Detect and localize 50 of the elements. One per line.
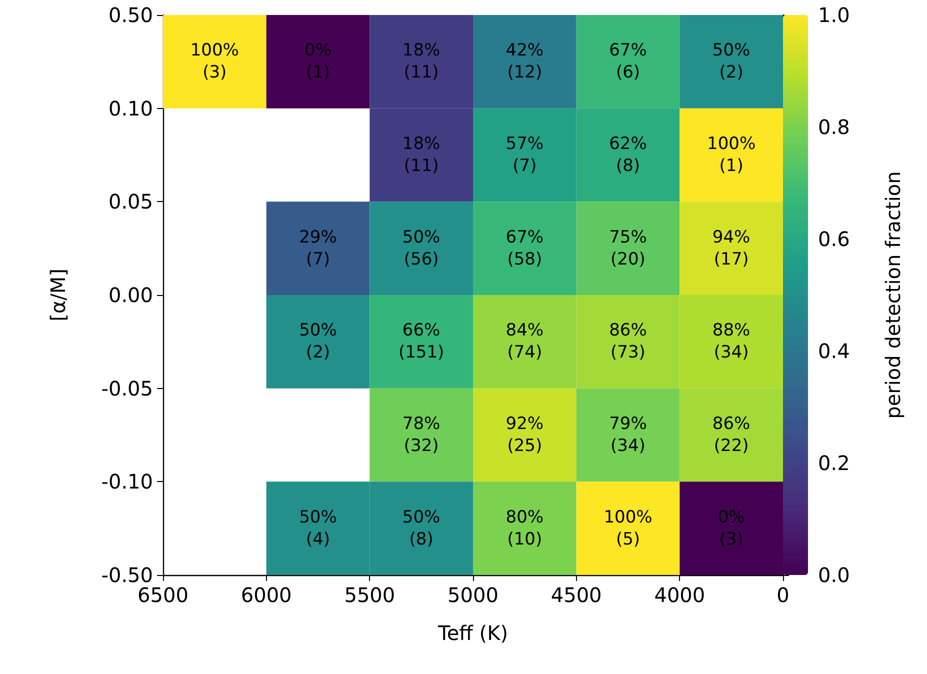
color-bar-label: 0.6 [818,227,850,251]
text: 0.00 [108,283,153,307]
data-label: 75% (20) [609,227,647,270]
data-label: 100% (1) [707,134,756,176]
color-bar-label: 1.0 [818,3,850,27]
data-label: 0% (3) [718,507,745,550]
text: -0.10 [101,470,153,494]
data-label: 42% (12) [506,40,544,83]
data-label: 94% (17) [712,227,750,270]
data-label: 79% (34) [609,414,647,456]
data-label: 84% (74) [506,320,544,363]
data-label: 78% (32) [402,414,440,456]
text: 4000 [654,583,706,607]
data-label: 86% (22) [712,414,750,456]
data-label: 100% (5) [604,507,652,550]
data-label: 50% (2) [299,320,337,363]
text: 0.50 [108,3,153,27]
text: 0.10 [108,96,153,120]
data-label: 88% (34) [712,320,750,363]
data-label: 80% (10) [506,507,544,550]
data-label: 18% (11) [402,134,440,176]
color-bar-label: 0.8 [818,115,850,139]
text: 5500 [344,583,396,607]
x-axis-title: Teff (K) [437,621,508,645]
data-label: 18% (11) [402,40,440,83]
data-label: 57% (7) [506,134,544,176]
color-bar-label: 0.2 [818,451,850,475]
color-bar-title: period detection fraction [881,171,905,419]
data-label: 66% (151) [398,320,444,363]
data-label: 100% (3) [190,40,239,83]
text: 6000 [240,583,292,607]
text: 0.05 [108,190,153,214]
data-label: 62% (8) [609,134,647,176]
color-bar-label: 0.0 [818,563,850,587]
text: -0.05 [101,376,153,400]
data-label: 50% (56) [402,227,440,270]
data-label: 0% (1) [304,40,332,83]
data-label: 50% (2) [712,40,750,83]
text: 4500 [550,583,602,607]
data-label: 86% (73) [609,320,647,363]
text: 5000 [448,583,498,607]
color-bar-label: 0.4 [818,339,850,363]
data-label: 67% (58) [506,227,544,270]
data-label: 29% (7) [299,227,337,270]
data-label: 92% (25) [506,414,544,456]
data-label: 50% (8) [402,507,440,550]
y-axis-title: [α/M] [46,268,70,322]
data-label: 50% (4) [299,507,337,550]
text: 0 [776,583,790,607]
data-label: 67% (6) [609,40,647,83]
